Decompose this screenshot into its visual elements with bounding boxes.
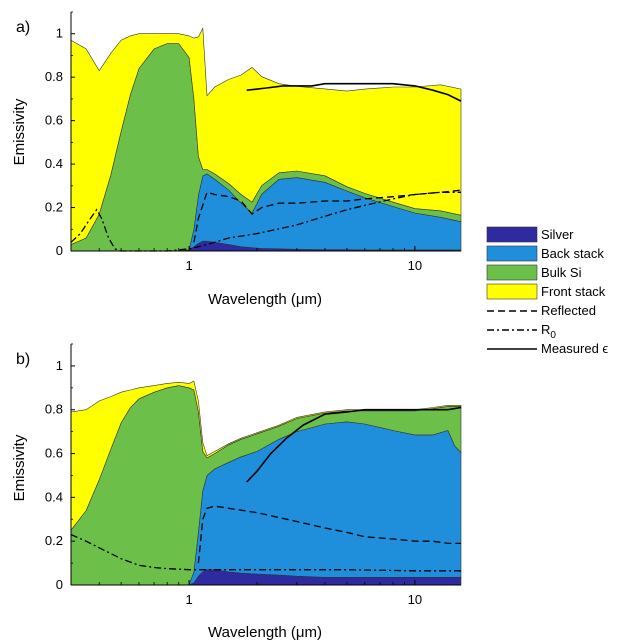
panel-a-y-tick-label: 1 — [56, 26, 63, 41]
legend-label: R0 — [541, 322, 556, 341]
panel-b-y-tick-label: 0.6 — [45, 446, 63, 461]
panel-b-area-front-stack — [70, 380, 462, 532]
panel-a-line-reflected — [193, 189, 462, 243]
panel-a-y-tick-label: 0.4 — [45, 156, 63, 171]
panel-a-areas — [70, 27, 462, 252]
panel-b-line-r0 — [70, 534, 461, 572]
panel-a: a) Emissivity Wavelength (μm) 0 0.2 0.4 0.6… — [11, 11, 462, 308]
legend-item-bulk-si: Bulk Si — [486, 264, 582, 281]
panel-b-line-reflected — [197, 505, 461, 564]
panel-a-ylabel: Emissivity — [11, 98, 28, 165]
panel-a-line-r0 — [70, 191, 461, 252]
legend-label-subscript: 0 — [550, 330, 556, 341]
legend: Silver Back stack Bulk Si Front stack Reflec… — [486, 226, 608, 356]
panel-b: b) Emissivity Wavelength (μm) 0 0.2 0.4 0.6… — [11, 343, 462, 641]
panel-b-lines — [70, 406, 462, 572]
legend-item-silver: Silver — [486, 226, 574, 243]
panel-a-x-tick-label: 10 — [408, 258, 422, 273]
panel-a-x-tick-label: 1 — [185, 258, 192, 273]
panel-b-ylabel: Emissivity — [11, 434, 28, 501]
panel-b-areas — [70, 380, 462, 586]
panel-a-y-tick-label: 0.2 — [45, 200, 63, 215]
legend-label: Reflected — [541, 303, 596, 318]
panel-b-y-tick-label: 1 — [56, 358, 63, 373]
legend-item-measured: Measured ϵ — [487, 341, 608, 356]
legend-label: Front stack — [541, 284, 606, 299]
panel-b-x-tick-label: 1 — [185, 592, 192, 607]
panel-b-y-tick-label: 0 — [56, 577, 63, 592]
panel-b-line-measured — [246, 406, 462, 483]
legend-label: Measured ϵ — [541, 341, 608, 356]
legend-label: Back stack — [541, 246, 604, 261]
legend-label: Bulk Si — [541, 265, 582, 280]
panel-b-axes: 0 0.2 0.4 0.6 0.8 1 1 10 — [45, 343, 461, 607]
panel-a-y-tick-label: 0 — [56, 243, 63, 258]
panel-a-area-front-stack — [70, 27, 462, 245]
legend-item-front-stack: Front stack — [486, 283, 606, 300]
legend-label: Silver — [541, 227, 574, 242]
panel-a-line-measured — [246, 82, 462, 102]
legend-item-r: R0 — [487, 322, 556, 341]
panel-a-xlabel: Wavelength (μm) — [208, 291, 322, 308]
legend-swatch — [486, 283, 538, 300]
panel-a-y-tick-label: 0.8 — [45, 69, 63, 84]
panel-b-y-tick-label: 0.8 — [45, 402, 63, 417]
panel-a-y-tick-label: 0.6 — [45, 113, 63, 128]
panel-a-label: a) — [16, 19, 30, 36]
panel-b-y-tick-label: 0.2 — [45, 533, 63, 548]
legend-swatch — [486, 264, 538, 281]
panel-a-axes: 0 0.2 0.4 0.6 0.8 1 1 10 — [45, 11, 461, 273]
legend-item-back-stack: Back stack — [486, 245, 604, 262]
legend-swatch — [486, 245, 538, 262]
panel-b-y-tick-label: 0.4 — [45, 489, 63, 504]
legend-swatch — [486, 226, 538, 243]
panel-b-x-tick-label: 10 — [408, 592, 422, 607]
panel-a-lines — [70, 82, 462, 252]
legend-item-reflected: Reflected — [487, 303, 596, 318]
panel-b-label: b) — [16, 351, 30, 368]
panel-b-xlabel: Wavelength (μm) — [208, 624, 322, 641]
